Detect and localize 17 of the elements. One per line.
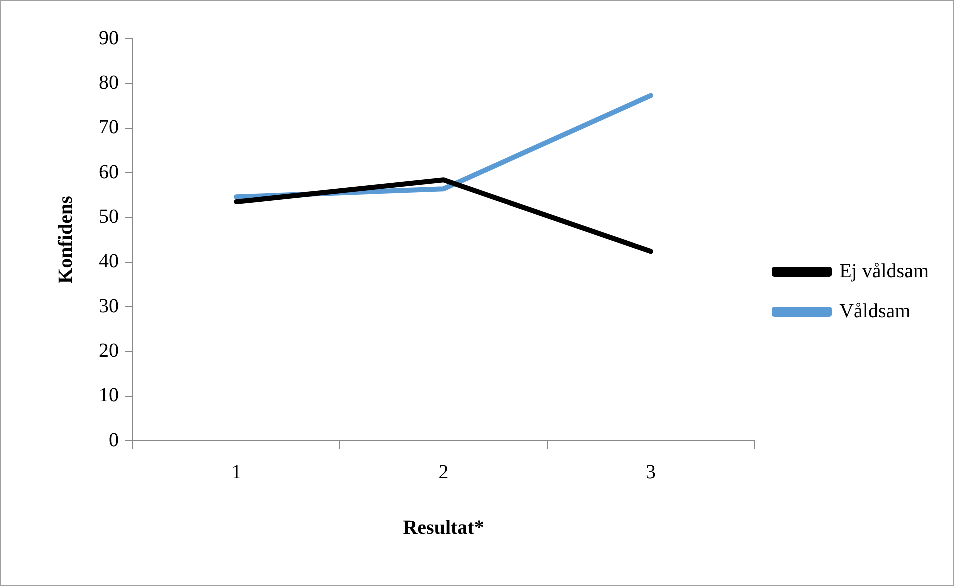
x-axis-title: Resultat* bbox=[403, 517, 484, 540]
y-axis-title: Konfidens bbox=[55, 196, 78, 284]
y-tick-label: 80 bbox=[99, 72, 119, 94]
y-tick-label: 20 bbox=[99, 340, 119, 362]
y-tick-label: 30 bbox=[99, 295, 119, 318]
y-tick-label: 50 bbox=[99, 206, 119, 228]
y-tick-label: 40 bbox=[99, 250, 119, 273]
legend-label: Ej våldsam bbox=[840, 260, 930, 282]
y-tick-label: 0 bbox=[109, 429, 119, 452]
y-tick-label: 60 bbox=[99, 161, 119, 184]
y-tick-label: 70 bbox=[99, 116, 119, 139]
x-tick-label: 3 bbox=[646, 461, 656, 484]
legend-label: Våldsam bbox=[840, 300, 912, 322]
y-tick-label: 90 bbox=[99, 27, 119, 50]
x-tick-label: 1 bbox=[232, 461, 242, 484]
x-tick-label: 2 bbox=[438, 461, 449, 484]
y-tick-label: 10 bbox=[99, 384, 119, 407]
